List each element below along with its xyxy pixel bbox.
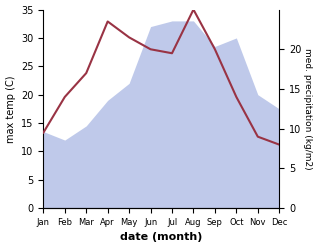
Y-axis label: med. precipitation (kg/m2): med. precipitation (kg/m2)	[303, 48, 313, 170]
X-axis label: date (month): date (month)	[120, 232, 203, 243]
Y-axis label: max temp (C): max temp (C)	[5, 75, 16, 143]
